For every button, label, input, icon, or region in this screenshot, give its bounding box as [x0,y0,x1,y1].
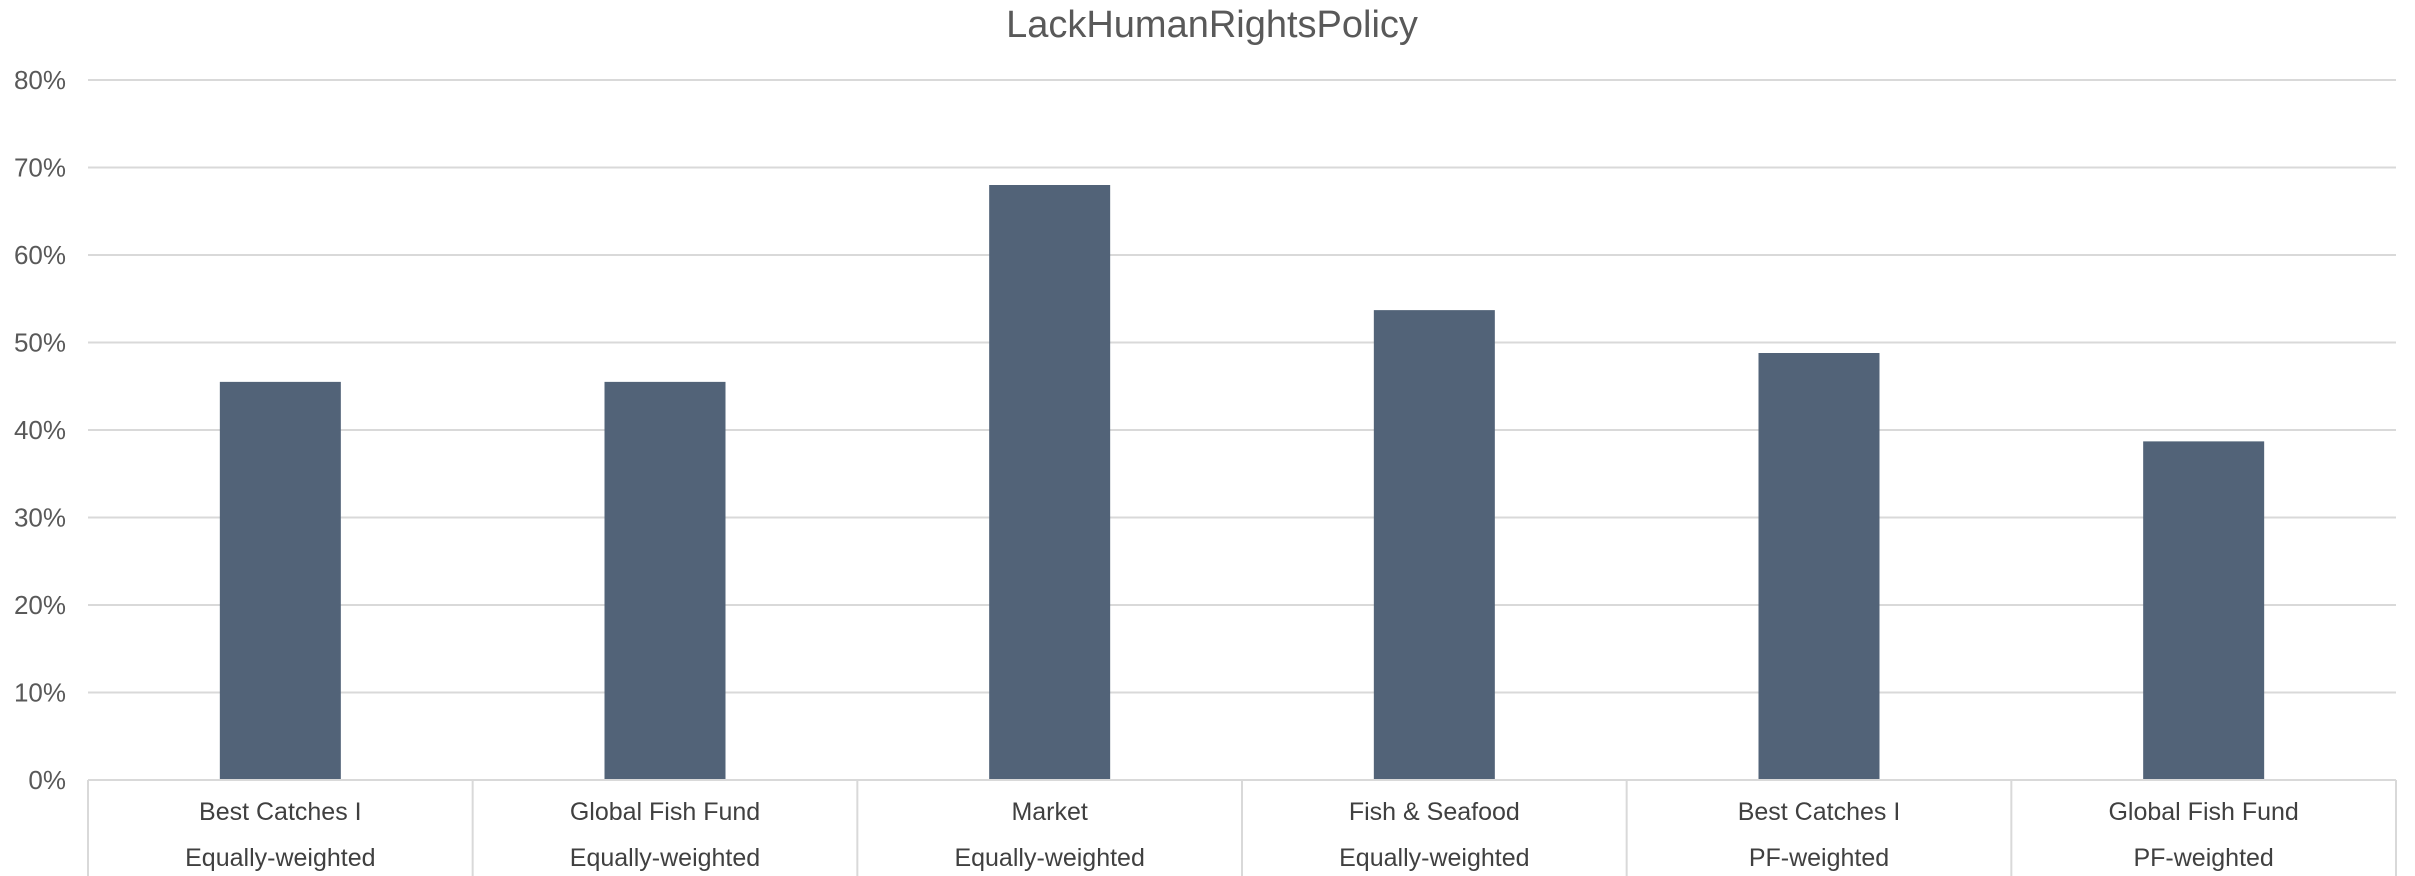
bar [989,185,1111,780]
x-tick-label: Equally-weighted [1339,844,1529,872]
x-tick-label: Global Fish Fund [570,798,760,826]
x-tick-label: Best Catches I [1738,798,1901,826]
bars [219,185,2265,780]
chart-title: LackHumanRightsPolicy [1006,4,1418,46]
x-tick-label: Best Catches I [199,798,362,826]
gridlines [88,79,2396,781]
x-axis: Best Catches I Equally-weighted Global Fis… [87,779,2397,876]
y-tick-label: 40% [14,415,66,445]
x-tick-label: Fish & Seafood [1349,798,1520,826]
bar [1758,353,1880,780]
x-tick-label: Equally-weighted [570,844,760,872]
y-tick-label: 30% [14,503,66,533]
y-tick-label: 70% [14,153,66,183]
bar [219,381,341,780]
y-tick-label: 50% [14,328,66,358]
y-tick-label: 80% [14,65,66,95]
x-tick-label: Equally-weighted [954,844,1144,872]
y-tick-label: 0% [28,765,66,795]
bar [604,381,726,780]
x-tick-label: Equally-weighted [185,844,375,872]
bar [2143,441,2265,780]
y-tick-label: 20% [14,590,66,620]
bar [1373,310,1495,780]
y-tick-label: 60% [14,240,66,270]
x-tick-label: PF-weighted [1749,844,1889,872]
y-tick-label: 10% [14,678,66,708]
x-tick-label: PF-weighted [2133,844,2273,872]
y-axis-ticks: 0% 10% 20% 30% 40% 50% 60% 70% 80% [14,65,66,795]
x-tick-label: Global Fish Fund [2108,798,2298,826]
x-tick-label: Market [1011,798,1087,826]
